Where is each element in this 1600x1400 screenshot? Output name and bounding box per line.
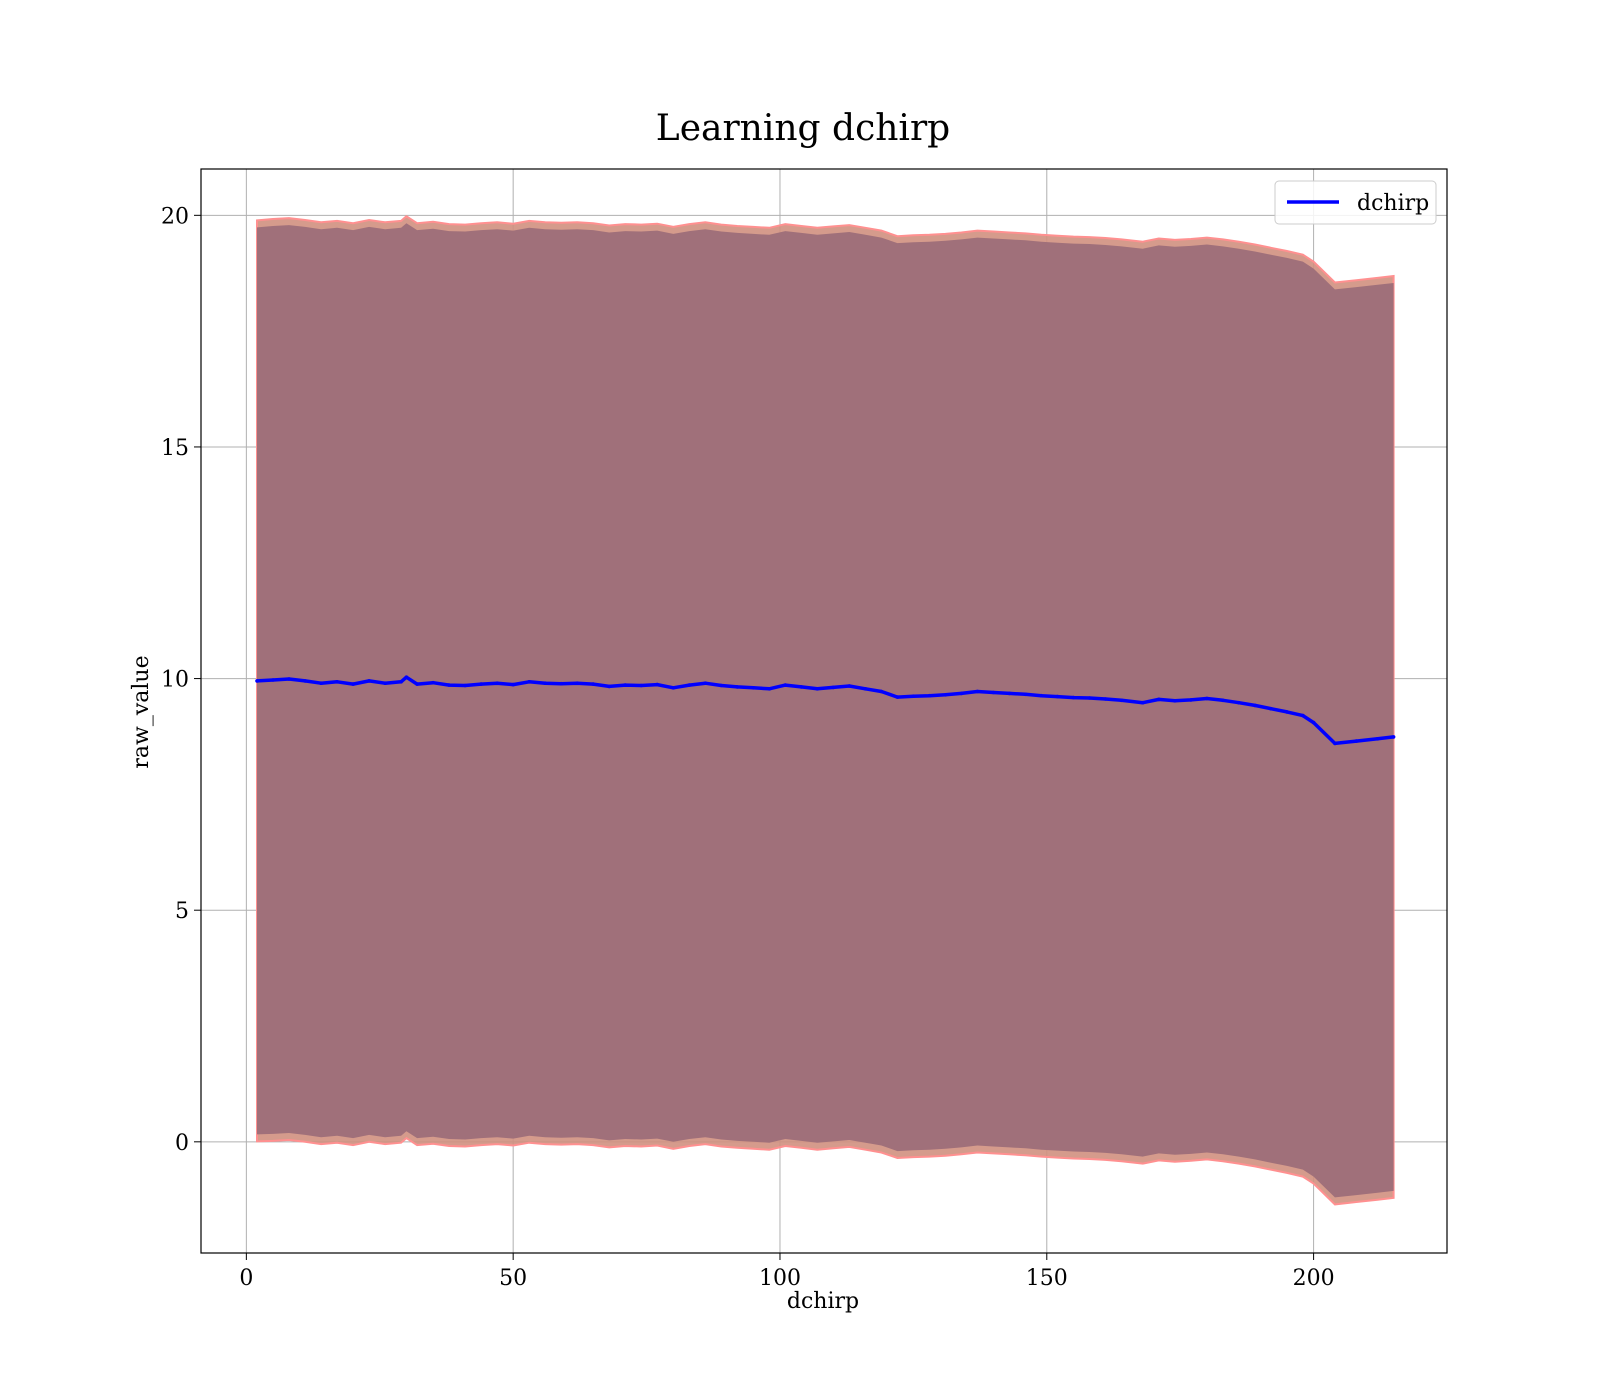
data-point (751, 686, 756, 690)
data-point (703, 681, 708, 685)
data-point (655, 682, 659, 687)
data-point (1205, 696, 1209, 701)
data-point (1269, 706, 1273, 711)
data-point (1071, 695, 1076, 700)
x-tick-label: 50 (499, 1266, 527, 1291)
legend-box (1274, 180, 1437, 225)
data-point (559, 681, 563, 686)
data-point (1087, 696, 1092, 700)
x-axis-label: dchirp (787, 1289, 859, 1314)
data-point (591, 682, 595, 686)
data-point (404, 675, 409, 679)
data-point (639, 683, 643, 688)
data-point (1253, 703, 1257, 708)
data-point (895, 695, 900, 699)
data-point (335, 680, 339, 684)
data-point (975, 689, 980, 694)
data-point (1333, 741, 1337, 746)
data-point (287, 677, 291, 681)
y-tick-label: 10 (161, 668, 189, 693)
data-point (271, 678, 275, 682)
x-tick-label: 200 (1293, 1266, 1335, 1291)
data-point (543, 681, 547, 685)
data-point (1301, 713, 1305, 718)
y-tick-label: 5 (175, 899, 189, 924)
plot-area: 0 50 100 150 200 0 5 10 15 20 dchirp (161, 168, 1448, 1291)
data-point (1221, 698, 1225, 703)
data-point (1103, 697, 1108, 701)
data-point (735, 685, 740, 689)
data-point (1007, 691, 1012, 696)
data-point (351, 682, 355, 686)
legend: dchirp (1274, 180, 1437, 225)
data-point (367, 679, 371, 683)
data-point (255, 679, 259, 683)
data-point (303, 679, 307, 683)
data-point (415, 682, 419, 686)
data-point (527, 680, 531, 684)
data-point (991, 690, 996, 695)
data-point (799, 685, 804, 689)
data-point (1375, 737, 1380, 741)
data-point (575, 681, 579, 685)
data-point (815, 687, 820, 691)
data-point (767, 687, 772, 691)
x-tick-label: 150 (1026, 1266, 1068, 1291)
data-point (479, 682, 483, 686)
data-point (863, 687, 868, 691)
data-point (1354, 739, 1359, 743)
y-tick-label: 20 (161, 204, 189, 229)
data-point (623, 683, 627, 687)
data-point (495, 681, 500, 685)
x-tick-label: 100 (759, 1266, 801, 1291)
data-point (1141, 700, 1145, 705)
data-point (1391, 735, 1396, 739)
data-point (879, 689, 884, 694)
data-point (511, 682, 515, 687)
data-point (1189, 698, 1193, 702)
data-point (1157, 697, 1161, 702)
legend-label: dchirp (1357, 191, 1429, 216)
series-line-dchirp (256, 675, 1394, 746)
data-point (943, 693, 948, 697)
axes-frame (200, 168, 1448, 1254)
data-point (447, 683, 451, 687)
data-point (1055, 694, 1060, 699)
data-point (911, 694, 916, 698)
data-point (831, 685, 836, 690)
data-point (1237, 700, 1241, 705)
data-point (1285, 710, 1289, 714)
data-point (687, 683, 692, 687)
chart-title: Learning dchirp (656, 108, 950, 149)
data-point (607, 684, 611, 689)
data-point (1119, 698, 1124, 703)
data-point (399, 680, 403, 684)
data-point (383, 681, 387, 685)
data-point (319, 681, 323, 685)
data-point (959, 691, 964, 696)
data-point (847, 684, 852, 688)
x-tick-label: 0 (239, 1266, 253, 1291)
data-point (1311, 720, 1316, 725)
data-point (927, 693, 932, 698)
data-point (1173, 699, 1177, 703)
y-axis-label: raw_value (129, 655, 154, 768)
data-point (671, 686, 676, 690)
data-point (1039, 693, 1044, 698)
inner-confidence-band (257, 223, 1394, 1198)
y-tick-label: 15 (161, 436, 189, 461)
data-point (431, 680, 435, 685)
data-point (1023, 692, 1028, 697)
data-point (719, 683, 724, 688)
data-point (463, 683, 467, 688)
data-point (783, 683, 788, 687)
y-tick-label: 0 (175, 1131, 189, 1156)
